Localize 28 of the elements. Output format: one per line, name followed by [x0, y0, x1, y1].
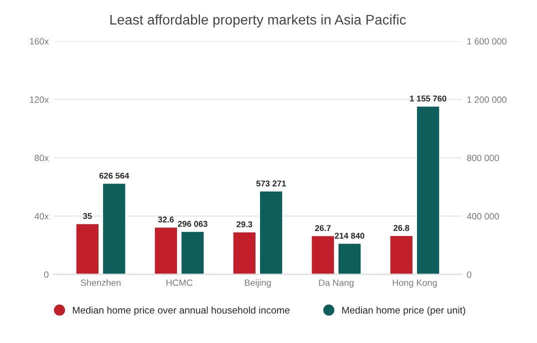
y2-tick-label: 1 600 000 [467, 38, 506, 45]
x-tick-label: Shenzhen [80, 279, 121, 286]
data-label: 35 [83, 213, 92, 219]
x-tick-label: Beijing [244, 279, 271, 288]
chart-title: Least affordable property markets in Asia Pacific [110, 14, 406, 28]
y-tick-label: 0 [44, 271, 48, 278]
legend-label: Median home price (per unit) [342, 306, 466, 316]
data-label: 296 063 [178, 220, 208, 227]
y2-tick-label: 1 200 000 [467, 96, 506, 103]
y2-tick-label: 800 000 [467, 154, 499, 162]
y-tick-label: 80x [34, 154, 49, 162]
data-label: 573 271 [256, 180, 286, 186]
data-label: 26.7 [315, 225, 331, 232]
data-label: 626 564 [99, 172, 130, 179]
legend-label: Median home price over annual household income [72, 306, 290, 316]
data-label: 214 840 [334, 232, 364, 239]
data-label: 29.3 [236, 221, 252, 228]
data-label: 1 155 760 [410, 96, 446, 102]
y-tick-label: 160x [30, 38, 49, 45]
y2-tick-label: 0 [467, 271, 472, 278]
y2-tick-label: 400 000 [466, 213, 499, 220]
data-label: 32.6 [158, 216, 174, 222]
data-label: 26.8 [394, 225, 410, 231]
y-tick-label: 40x [34, 213, 49, 220]
y-tick-label: 120x [30, 96, 49, 103]
x-tick-label: Hong Kong [392, 280, 437, 288]
x-tick-label: HCMC [166, 280, 192, 286]
x-tick-label: Da Nang [319, 280, 354, 288]
